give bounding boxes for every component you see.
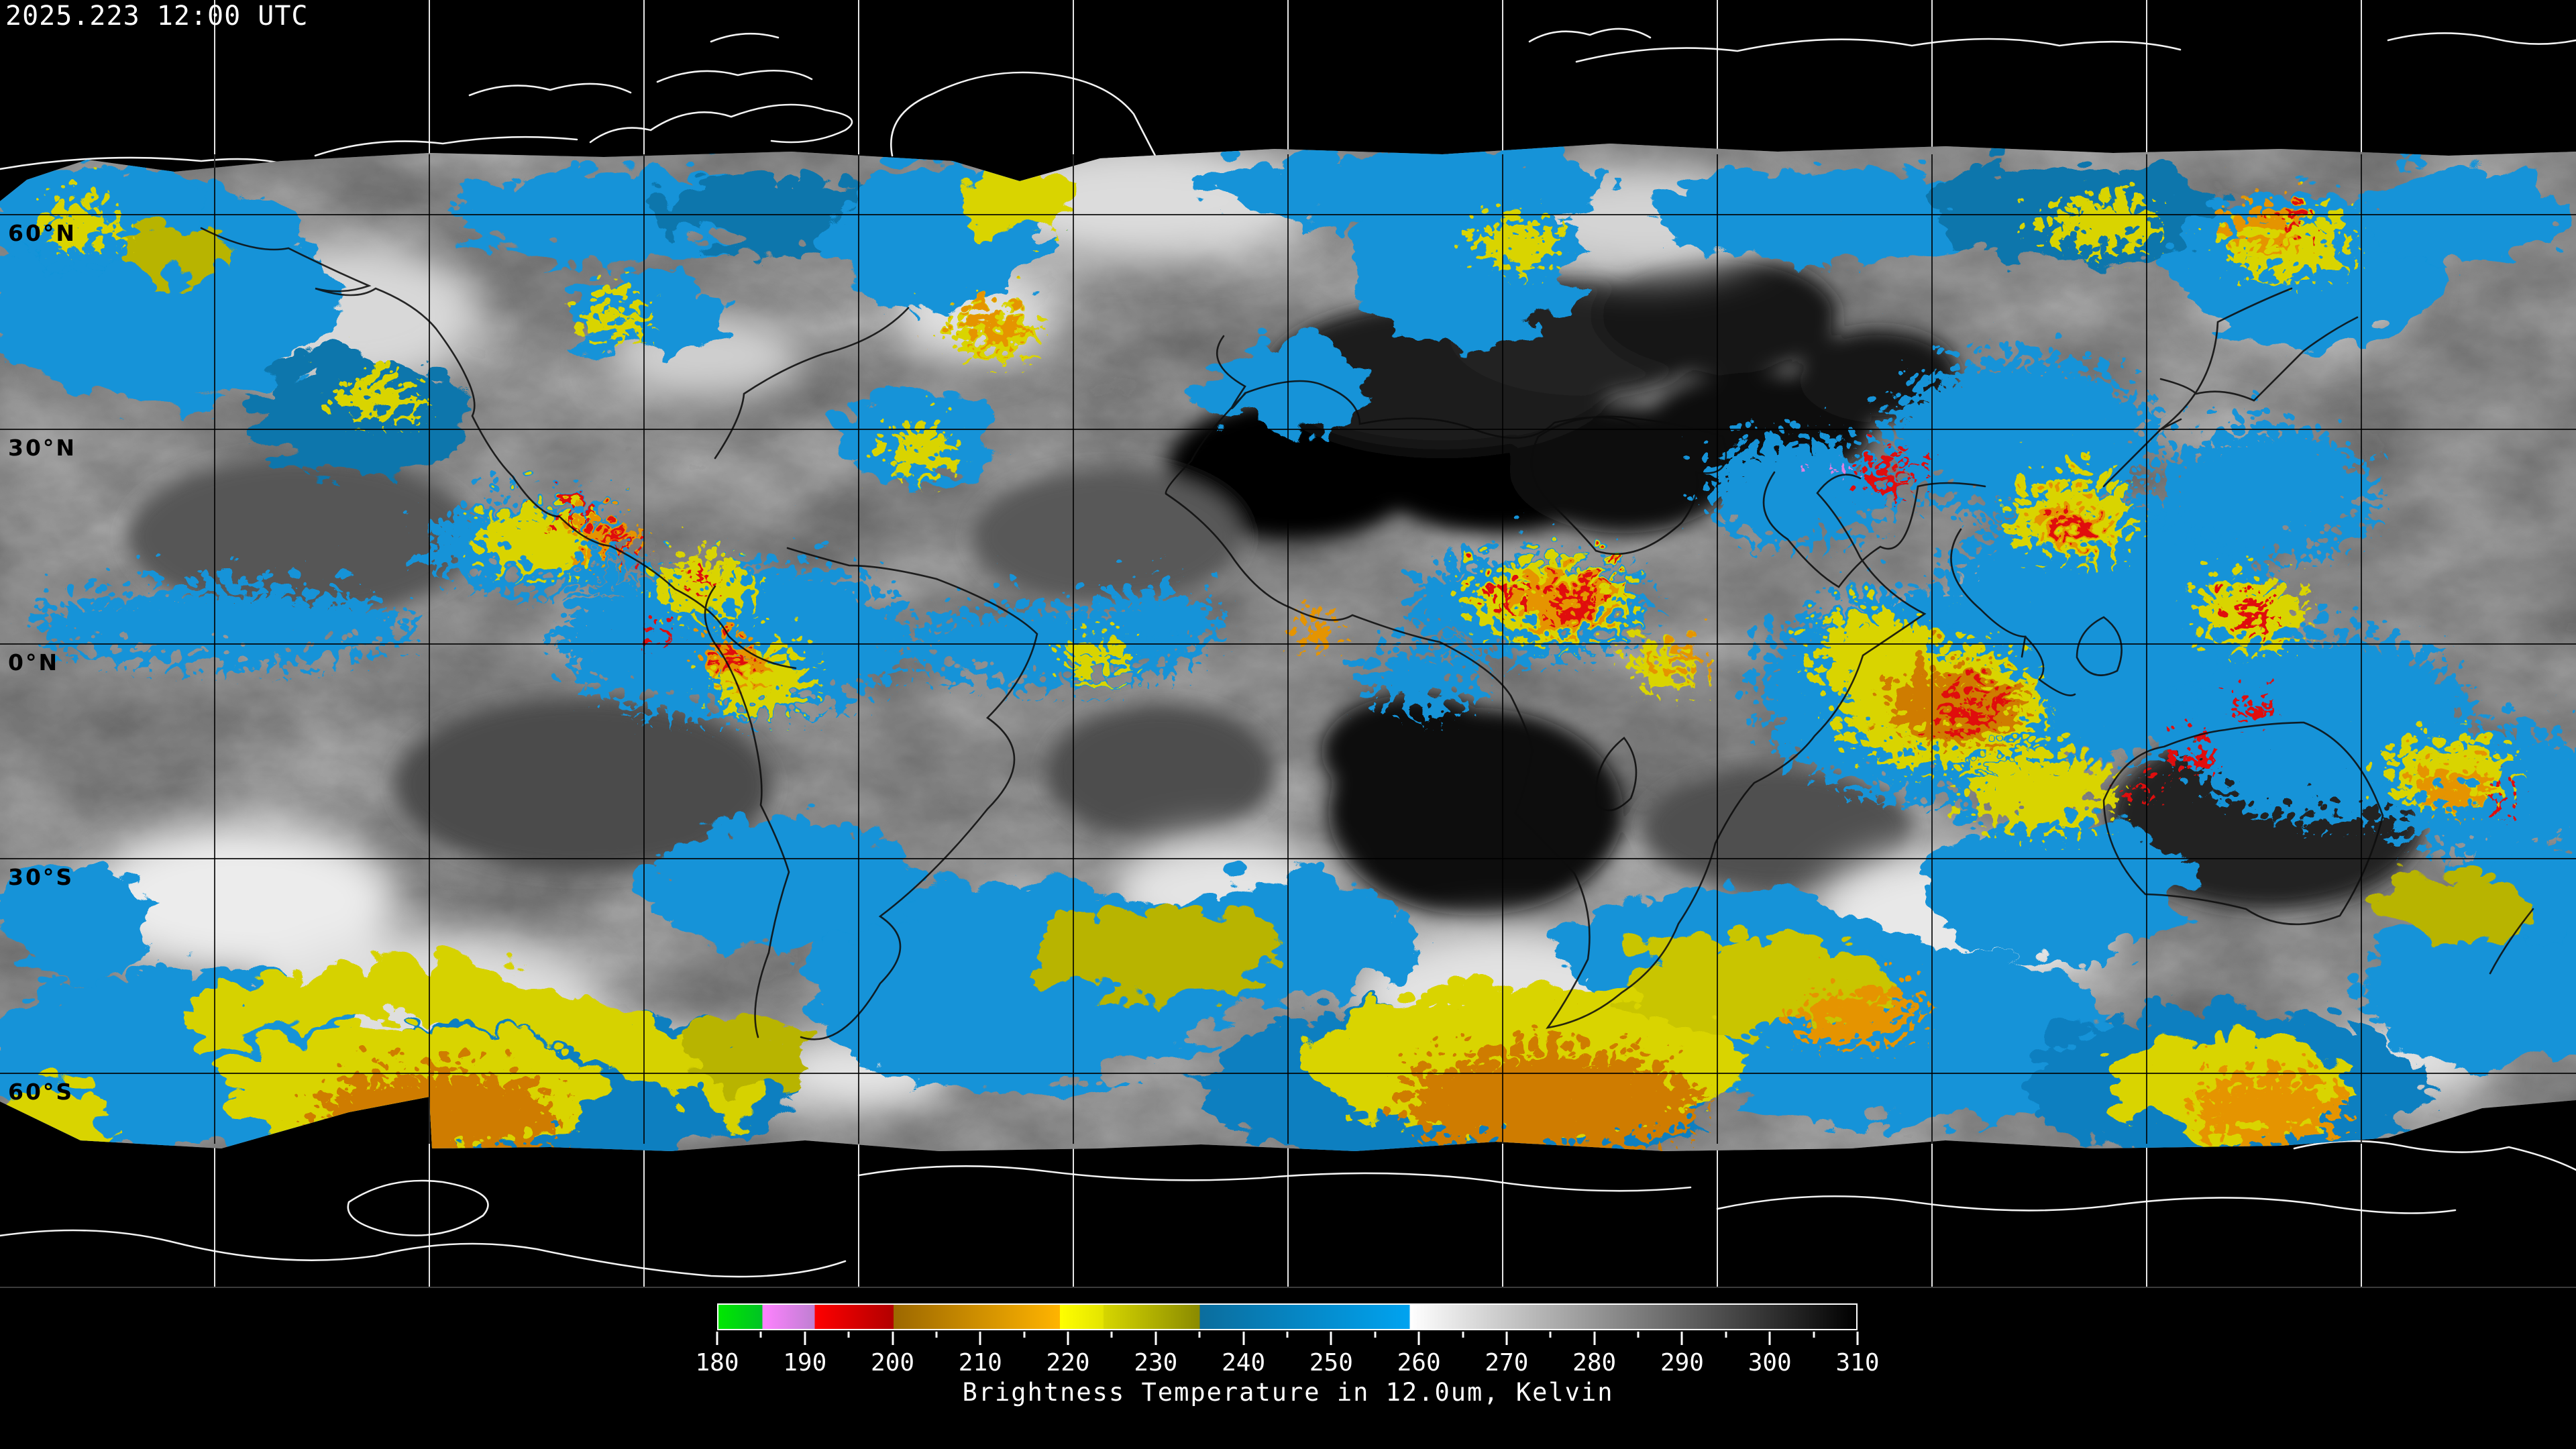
colorbar-major-tick (1242, 1332, 1245, 1345)
colorbar-major-tick (892, 1332, 894, 1345)
colorbar-tick-label: 300 (1748, 1349, 1792, 1377)
longitude-line-black (1073, 154, 1074, 1144)
longitude-line-black (2146, 154, 2147, 1144)
latitude-line (0, 643, 2576, 645)
colorbar-tick-label: 220 (1046, 1349, 1090, 1377)
latitude-line (0, 429, 2576, 430)
latitude-label: 30°S (8, 864, 74, 890)
colorbar-tick-label: 180 (695, 1349, 739, 1377)
colorbar-gradient (718, 1305, 1856, 1329)
longitude-line-black (1717, 154, 1718, 1144)
longitude-line-black (1502, 154, 1503, 1144)
latitude-line (0, 214, 2576, 215)
colorbar-major-tick (1155, 1332, 1157, 1345)
colorbar-minor-tick (1637, 1332, 1640, 1338)
colorbar-major-tick (1856, 1332, 1859, 1345)
colorbar-minor-tick (847, 1332, 850, 1338)
longitude-line-black (214, 154, 215, 1144)
colorbar-major-tick (804, 1332, 806, 1345)
colorbar-minor-tick (1725, 1332, 1727, 1338)
colorbar-major-tick (1768, 1332, 1771, 1345)
colorbar-ticks: 180 190 200 210 220 230 240 250 260 270 280 290 300 3… (695, 1332, 1880, 1392)
cold-overshoots-red (538, 193, 2491, 786)
colorbar-tick-label: 190 (783, 1349, 827, 1377)
latitude-line (0, 1073, 2576, 1074)
latitude-label: 0°N (8, 649, 60, 676)
longitude-line-black (2361, 154, 2362, 1144)
longitude-line-black (858, 154, 859, 1144)
colorbar-major-tick (1593, 1332, 1596, 1345)
latitude-label: 60°S (8, 1079, 74, 1105)
colorbar-minor-tick (935, 1332, 938, 1338)
polar-coastlines-white (0, 28, 2576, 1278)
latitude-label: 30°N (8, 435, 77, 461)
colorbar-caption: Brightness Temperature in 12.0um, Kelvin (962, 1378, 1614, 1407)
colorbar-tick-label: 210 (958, 1349, 1002, 1377)
colorbar-tick-label: 290 (1660, 1349, 1704, 1377)
colorbar-major-tick (1680, 1332, 1683, 1345)
colorbar-minor-tick (1813, 1332, 1815, 1338)
colorbar-major-tick (979, 1332, 981, 1345)
longitude-line-black (1287, 154, 1289, 1144)
colorbar-tick-label: 240 (1222, 1349, 1266, 1377)
colorbar-tick-label: 250 (1309, 1349, 1353, 1377)
colorbar-tick-label: 270 (1485, 1349, 1529, 1377)
colorbar (717, 1303, 1858, 1330)
colorbar-minor-tick (1462, 1332, 1464, 1338)
colorbar-tick-label: 200 (871, 1349, 915, 1377)
colorbar-tick-label: 310 (1835, 1349, 1880, 1377)
latitude-line (0, 858, 2576, 859)
colorbar-major-tick (1417, 1332, 1420, 1345)
colorbar-minor-tick (1374, 1332, 1377, 1338)
colorbar-minor-tick (1198, 1332, 1201, 1338)
map-bottom-border (0, 1287, 2576, 1288)
colorbar-tick-label: 230 (1134, 1349, 1178, 1377)
colorbar-tick-label: 260 (1397, 1349, 1441, 1377)
longitude-line-black (1931, 154, 1933, 1144)
colorbar-minor-tick (759, 1332, 762, 1338)
cold-cores-orange (295, 181, 2462, 1140)
colorbar-major-tick (1505, 1332, 1508, 1345)
colorbar-minor-tick (1549, 1332, 1552, 1338)
longitude-line-black (429, 154, 430, 1144)
colorbar-major-tick (1330, 1332, 1332, 1345)
colorbar-minor-tick (1286, 1332, 1289, 1338)
latitude-label: 60°N (8, 220, 77, 246)
colorbar-minor-tick (1110, 1332, 1113, 1338)
colorbar-major-tick (1067, 1332, 1069, 1345)
timestamp-label: 2025.223 12:00 UTC (5, 1, 309, 32)
colorbar-minor-tick (1023, 1332, 1026, 1338)
colorbar-major-tick (716, 1332, 718, 1345)
coastlines-black (200, 227, 2534, 1040)
colorbar-tick-label: 280 (1572, 1349, 1617, 1377)
longitude-line-black (643, 154, 645, 1144)
